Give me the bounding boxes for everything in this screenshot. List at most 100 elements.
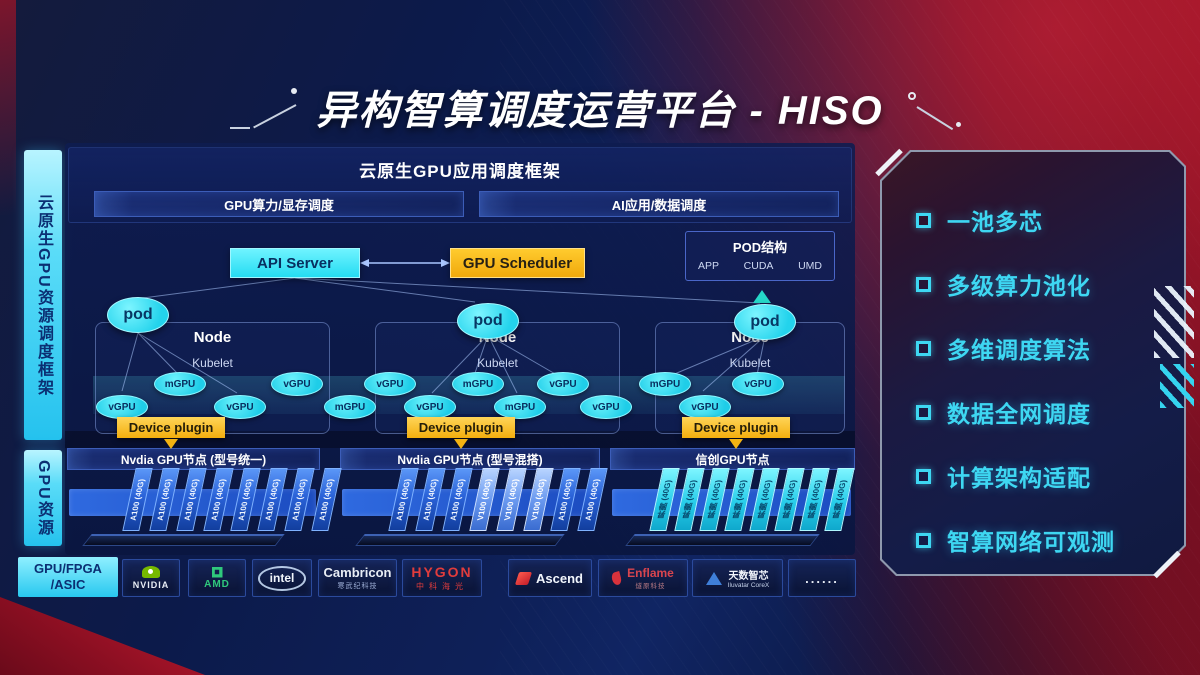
- vendor-subtitle: 寒武纪科技: [337, 583, 378, 590]
- page-title: 异构智算调度运营平台 - HISO: [316, 89, 884, 133]
- feature-item: 一池多芯: [916, 188, 1168, 252]
- square-bullet-icon: [916, 533, 931, 548]
- feature-item: 智算网络可观测: [916, 508, 1168, 572]
- gpu-node-group: Nvdia GPU节点 (型号统一) A100 (40G) A100 (40G) A1…: [67, 448, 342, 555]
- vendor-text: 天数智芯 Iluvatar CoreX: [728, 567, 770, 589]
- gpu-instance-ellipse: vGPU: [404, 395, 456, 419]
- gpu-instance-ellipse: mGPU: [639, 372, 691, 396]
- vendor-name: HYGON: [411, 564, 473, 580]
- vendor-dots: ......: [788, 559, 856, 597]
- gpu-instance-ellipse: mGPU: [324, 395, 376, 419]
- vendor-name: Cambricon: [323, 565, 392, 580]
- pod-structure-box: POD结构 APP CUDA UMD: [685, 231, 835, 281]
- square-bullet-icon: [916, 405, 931, 420]
- intel-logo-icon: intel: [257, 565, 307, 591]
- sidebar-resource-bar: GPU资源: [24, 450, 62, 546]
- vendor-name: Enflame: [627, 566, 674, 580]
- gpu-instance-ellipse: mGPU: [452, 372, 504, 396]
- down-arrow-icon: [164, 439, 178, 449]
- vendor-name: NVIDIA: [132, 580, 170, 590]
- pod-layer-umd: UMD: [798, 260, 822, 272]
- vendor-subtitle: Iluvatar CoreX: [727, 582, 770, 589]
- gpu-node-group-platform: [82, 534, 285, 546]
- gpu-node-group-title: 信创GPU节点: [610, 448, 855, 470]
- sidebar-hardware-box: GPU/FPGA /ASIC: [18, 557, 118, 597]
- pod-ellipse: pod: [734, 304, 796, 340]
- vendor-name: ......: [805, 570, 839, 586]
- iluvatar-logo-icon: [705, 571, 722, 585]
- amd-logo-icon: [211, 566, 223, 578]
- feature-label: 多维调度算法: [947, 337, 1091, 363]
- vendor-name: AMD: [204, 578, 230, 590]
- gpu-instance-ellipse: vGPU: [580, 395, 632, 419]
- circuit-line-icon: [230, 127, 250, 129]
- hazard-stripes-icon: [1160, 364, 1194, 408]
- pod-ellipse: pod: [107, 297, 169, 333]
- down-arrow-icon: [729, 439, 743, 449]
- feature-label: 多级算力池化: [947, 273, 1091, 299]
- gpu-node-group-title: Nvdia GPU节点 (型号混搭): [340, 448, 600, 470]
- gpu-instance-ellipse: vGPU: [732, 372, 784, 396]
- gpu-instance-ellipse: mGPU: [154, 372, 206, 396]
- feature-label: 计算架构适配: [947, 465, 1091, 491]
- vendor-name: Ascend: [536, 570, 583, 586]
- square-bullet-icon: [916, 341, 931, 356]
- gpu-node-group-title: Nvdia GPU节点 (型号统一): [67, 448, 320, 470]
- ascend-logo-icon: [514, 571, 533, 585]
- gpu-instance-ellipse: vGPU: [364, 372, 416, 396]
- vendor-text: Enflame 燧原科技: [627, 566, 674, 590]
- square-bullet-icon: [916, 469, 931, 484]
- feature-label: 一池多芯: [947, 209, 1043, 235]
- vendor-iluvatar: 天数智芯 Iluvatar CoreX: [692, 559, 783, 597]
- pod-structure-title: POD结构: [732, 240, 788, 255]
- vendor-nvidia: NVIDIA: [122, 559, 180, 597]
- vendor-subtitle: 中科海光: [416, 582, 468, 591]
- vendor-enflame: Enflame 燧原科技: [598, 559, 688, 597]
- vendor-name: 天数智芯: [728, 571, 769, 582]
- vendor-hygon: HYGON 中科海光: [402, 559, 482, 597]
- nvidia-logo-icon: [142, 566, 160, 578]
- features-panel: 一池多芯多级算力池化 多维调度算法数据全网调度计算架构适配 智算网络可观测: [880, 150, 1186, 576]
- lane-ai-data: AI应用/数据调度: [479, 191, 839, 217]
- framework-title: 云原生GPU应用调度框架: [359, 162, 561, 181]
- circuit-ring-icon: [908, 92, 916, 100]
- hazard-stripes-icon: [1154, 286, 1194, 358]
- scheduler-panel: 云原生GPU应用调度框架 GPU算力/显存调度 AI应用/数据调度 API Se…: [65, 143, 855, 555]
- kubelet-label: Kubelet: [729, 356, 771, 370]
- square-bullet-icon: [916, 213, 931, 228]
- feature-label: 智算网络可观测: [947, 529, 1115, 555]
- sidebar-framework-label: 云原生GPU资源调度框架: [35, 193, 52, 397]
- framework-header-section: 云原生GPU应用调度框架 GPU算力/显存调度 AI应用/数据调度: [68, 147, 852, 223]
- pod-ellipse: pod: [457, 303, 519, 339]
- gpu-node-group-platform: [625, 534, 820, 546]
- gpu-node-group-platform: [355, 534, 565, 546]
- circuit-dot-icon: [956, 122, 961, 127]
- gpu-instance-ellipse: vGPU: [214, 395, 266, 419]
- gpu-scheduler-box: GPU Scheduler: [450, 248, 585, 278]
- api-server-box: API Server: [230, 248, 360, 278]
- gpu-instance-ellipse: vGPU: [271, 372, 323, 396]
- red-corner-decoration: [0, 0, 16, 215]
- kubelet-label: Kubelet: [477, 356, 518, 370]
- enflame-logo-icon: [610, 570, 623, 586]
- device-plugin-box: Device plugin: [682, 417, 790, 438]
- hardware-label-line2: /ASIC: [50, 577, 86, 592]
- pod-layer-app: APP: [698, 260, 720, 272]
- gpu-node-group: Nvdia GPU节点 (型号混搭) A100 (40G) A100 (40G) A1…: [340, 448, 608, 555]
- hardware-label-line1: GPU/FPGA: [34, 561, 102, 577]
- vendor-intel: intel: [252, 559, 312, 597]
- gpu-instance-ellipse: mGPU: [494, 395, 546, 419]
- kubelet-label: Kubelet: [192, 356, 233, 370]
- gpu-card-label: A100 (40G): [317, 478, 336, 521]
- square-bullet-icon: [916, 277, 931, 292]
- lane-gpu-compute: GPU算力/显存调度: [94, 191, 464, 217]
- gpu-card-label: A100 (40G): [583, 478, 602, 521]
- vendor-cambricon: Cambricon 寒武纪科技: [318, 559, 397, 597]
- device-plugin-box: Device plugin: [407, 417, 515, 438]
- sidebar-framework-bar: 云原生GPU资源调度框架: [24, 150, 62, 440]
- circuit-dot-icon: [291, 88, 297, 94]
- vendor-subtitle: 燧原科技: [635, 583, 666, 590]
- feature-item: 数据全网调度: [916, 380, 1168, 444]
- feature-item: 多级算力池化: [916, 252, 1168, 316]
